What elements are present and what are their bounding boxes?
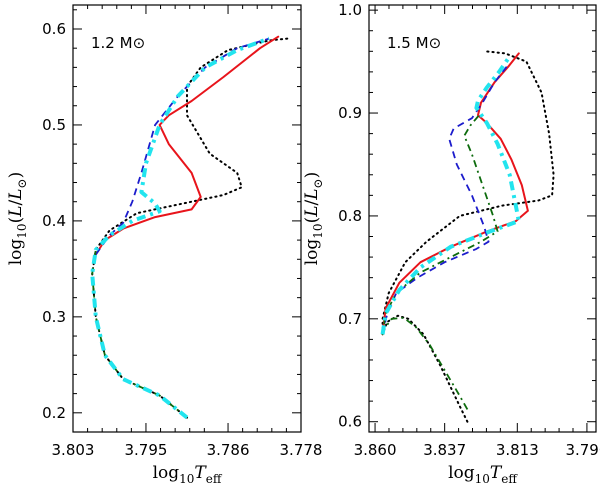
series-line-dash-dot-thick xyxy=(380,55,521,335)
series-group xyxy=(380,50,555,423)
series-line-dashed xyxy=(381,66,508,335)
series-line-dash-dot-thick xyxy=(90,36,270,420)
x-tick-label: 3.860 xyxy=(354,441,397,459)
series-line-solid xyxy=(381,52,529,336)
y-tick-label: 0.4 xyxy=(42,212,66,230)
y-tick-label: 0.8 xyxy=(338,207,362,225)
x-tick-label: 3.790 xyxy=(565,441,600,459)
panel-2: 3.860 3.837 3.813 3.790 0.6 0.7 0.8 0.9 1.0 1.5 M… xyxy=(302,1,600,486)
series-line-dash-dot xyxy=(381,112,499,410)
series-line-solid xyxy=(94,35,280,256)
panel-mass-label: 1.5 M⊙ xyxy=(387,34,441,52)
y-tick-label: 0.9 xyxy=(338,104,362,122)
plot-frame xyxy=(72,4,302,433)
x-axis-label: log10Teff xyxy=(153,463,223,486)
panel-1: 3.803 3.795 3.786 3.778 0.2 0.3 0.4 0.5 0.6 1.2 M… xyxy=(6,4,323,486)
plot-frame xyxy=(368,4,597,433)
x-tick-label: 3.837 xyxy=(423,441,466,459)
y-tick-label: 0.3 xyxy=(42,308,66,326)
x-tick-label: 3.786 xyxy=(207,441,250,459)
x-tick-label: 3.813 xyxy=(496,441,539,459)
x-tick-label: 3.778 xyxy=(280,441,323,459)
y-axis-label: log10(L/L⊙) xyxy=(302,172,325,266)
series-group xyxy=(90,35,289,420)
series-line-dotted xyxy=(381,50,555,423)
y-tick-label: 0.5 xyxy=(42,116,66,134)
x-tick-label: 3.795 xyxy=(124,441,167,459)
y-tick-label: 0.6 xyxy=(42,20,66,38)
x-tick-label: 3.803 xyxy=(52,441,95,459)
panel-mass-label: 1.2 M⊙ xyxy=(91,34,145,52)
y-axis-label: log10(L/L⊙) xyxy=(6,172,29,266)
y-tick-label: 1.0 xyxy=(338,1,362,19)
series-line-dash-dot xyxy=(91,249,188,419)
y-tick-label: 0.2 xyxy=(42,404,66,422)
y-tick-label: 0.7 xyxy=(338,310,362,328)
y-tick-label: 0.6 xyxy=(338,413,362,431)
x-axis-label: log10Teff xyxy=(448,463,518,486)
